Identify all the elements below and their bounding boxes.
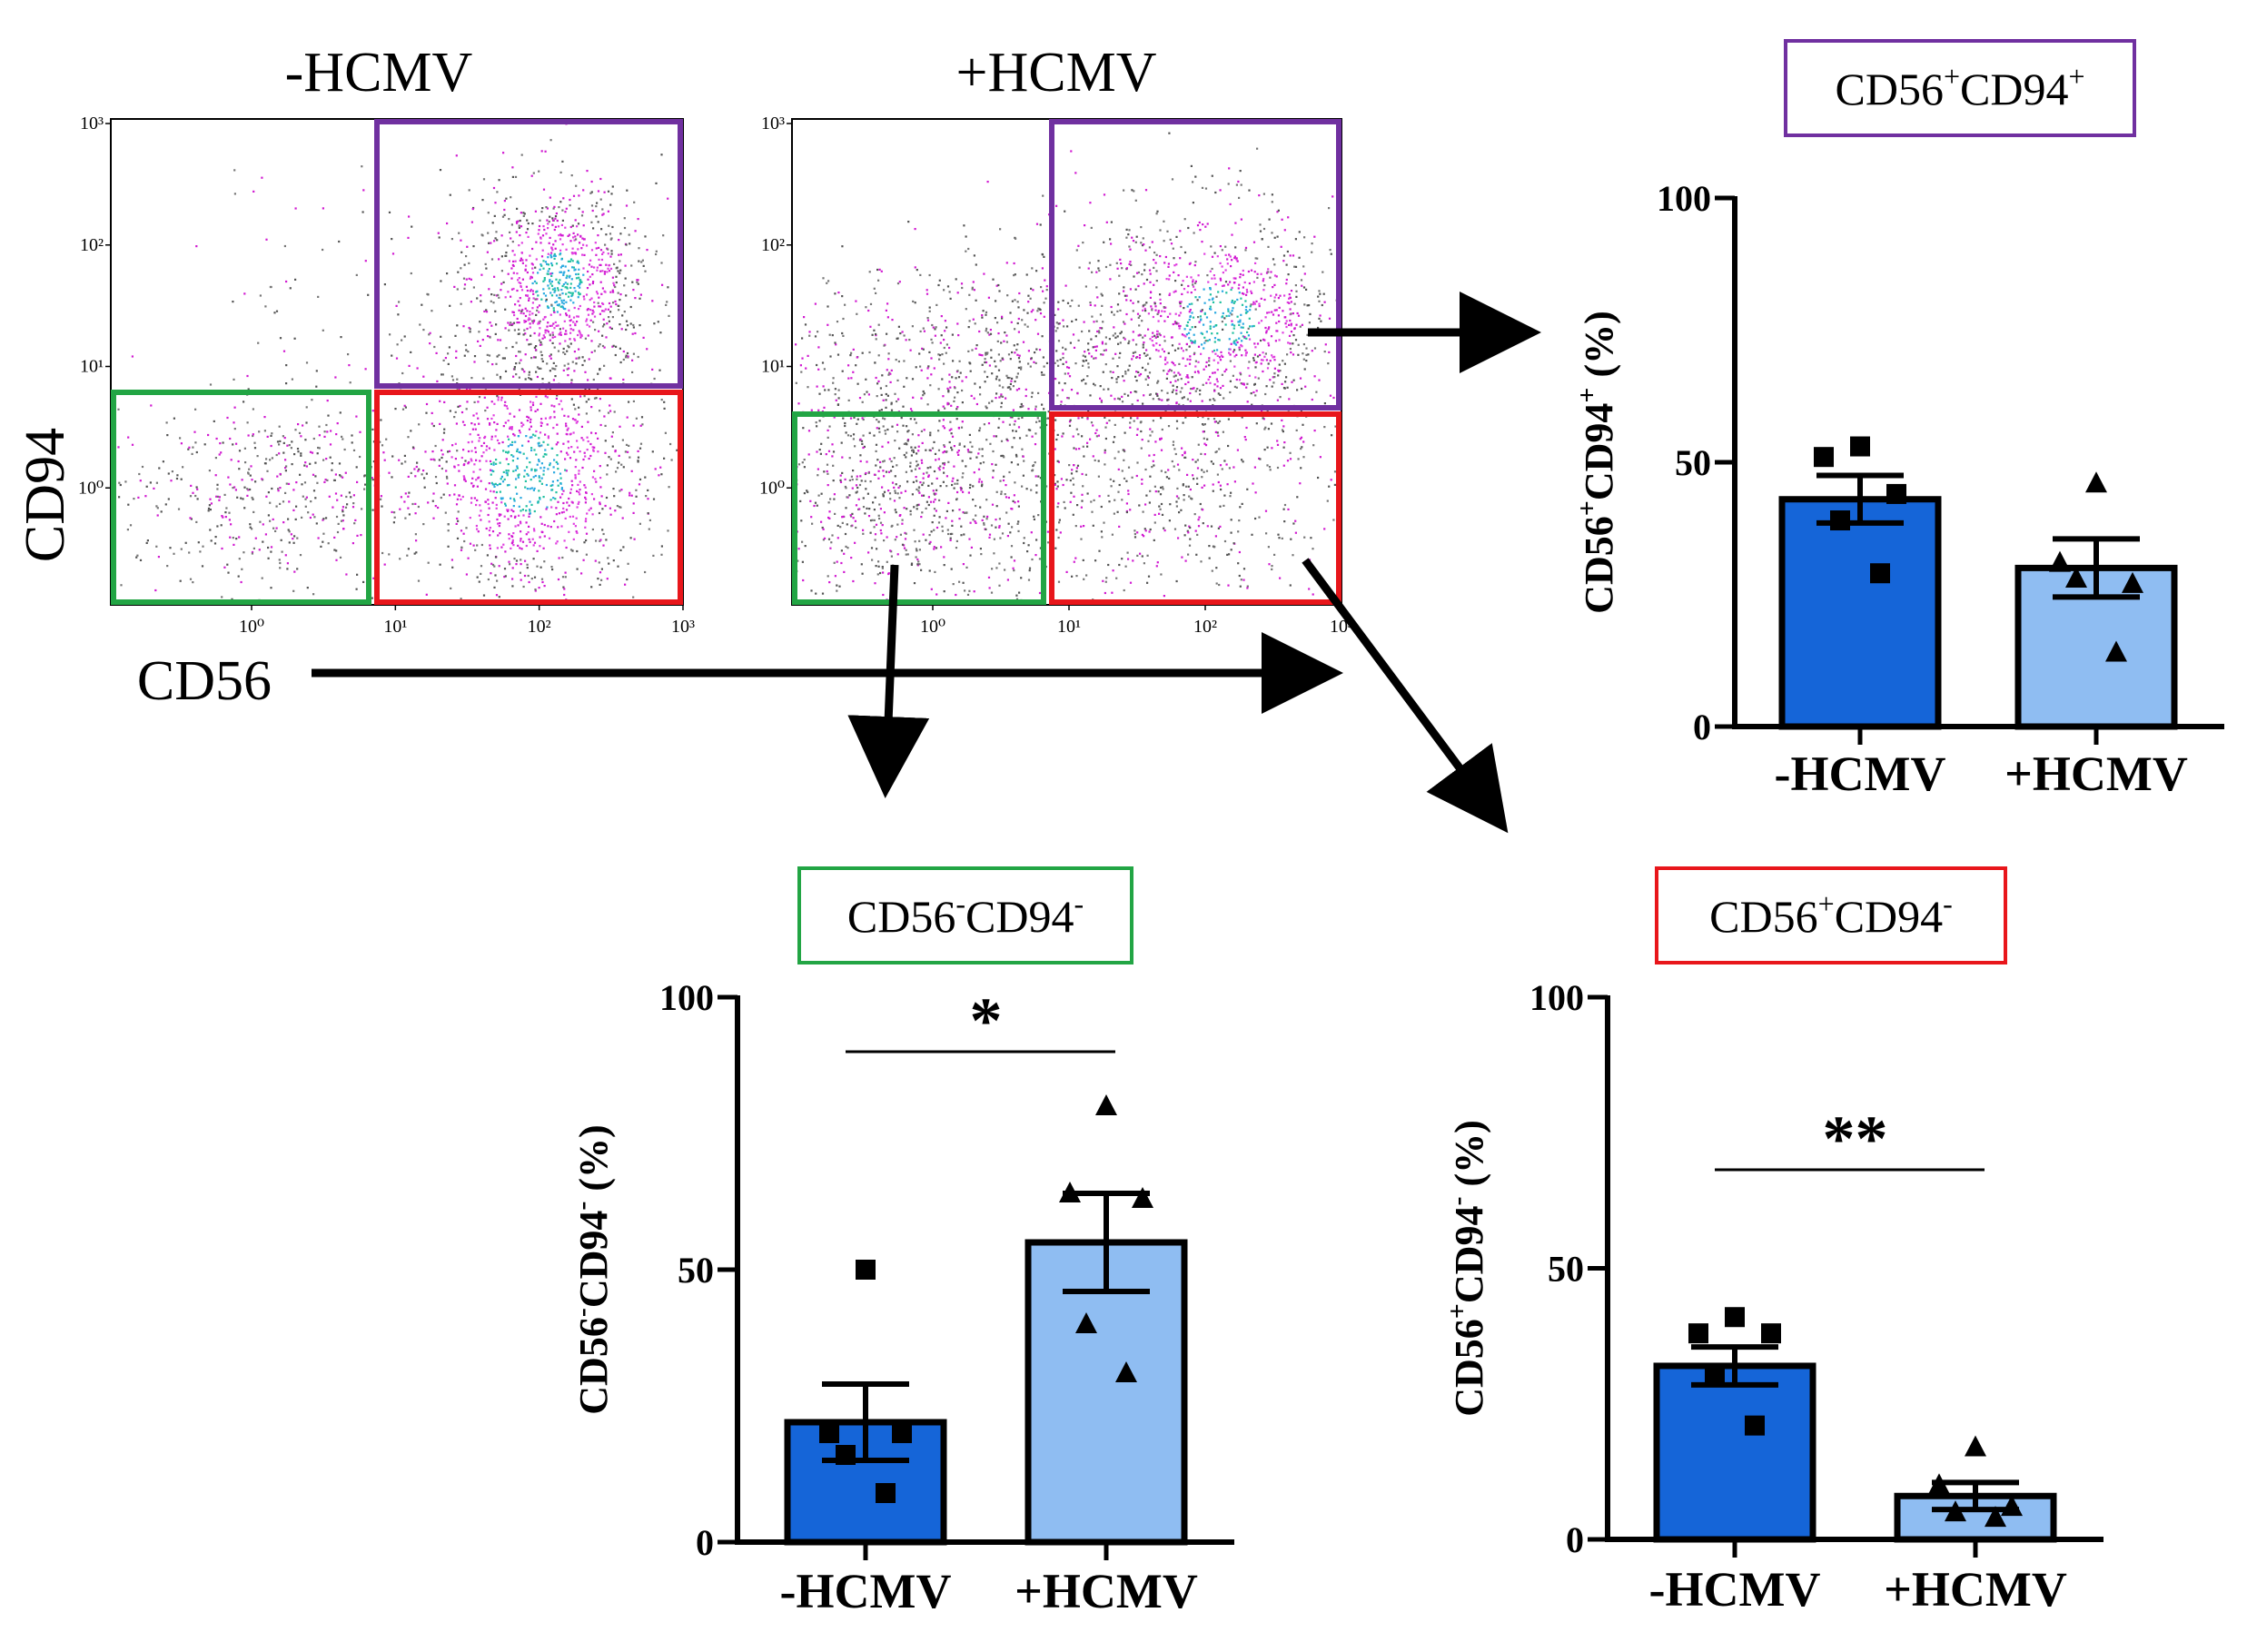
data-point-square	[1725, 1307, 1745, 1328]
data-point-square	[819, 1423, 839, 1443]
bar-minus-hcmv	[1778, 496, 1942, 730]
significance-marker: *	[970, 984, 1003, 1057]
data-point-triangle	[1132, 1187, 1153, 1208]
error-bar	[1816, 472, 1904, 526]
event-dots	[117, 123, 681, 604]
x-tick-label: +HCMV	[1015, 1564, 1198, 1618]
error-bar	[1691, 1344, 1778, 1388]
gate-cd56pos-cd94pos	[1049, 119, 1341, 411]
chart-cd56pos-cd94pos: CD56+CD94+ CD56+CD94+ (%) 0 50 100 -HCMV +HCMV	[1572, 39, 2224, 801]
chart-y-axis-label: CD56-CD94- (%)	[567, 1124, 616, 1414]
flow-y-tick: 10⁰	[759, 478, 785, 498]
data-point-square	[876, 1483, 896, 1503]
error-bar	[2053, 536, 2140, 600]
flow-y-tick: 10³	[761, 114, 785, 134]
chart-y-axis-label: CD56+CD94+ (%)	[1572, 311, 1621, 614]
data-point-triangle	[1985, 1506, 2006, 1528]
data-point-square	[1705, 1366, 1725, 1387]
gate-cd56neg-cd94neg	[111, 390, 371, 605]
data-point-square	[892, 1423, 912, 1443]
plot-frame	[110, 118, 684, 606]
data-point-triangle	[2105, 640, 2127, 662]
flow-x-tick: 10²	[1193, 617, 1217, 637]
data-point-triangle	[2049, 550, 2071, 572]
gate-cd56pos-cd94neg	[1049, 411, 1341, 605]
bar-minus-hcmv	[1653, 1362, 1816, 1543]
data-point-triangle	[2065, 567, 2087, 589]
flow-x-tick: 10¹	[1057, 617, 1081, 637]
data-point-square	[1745, 1415, 1765, 1436]
chart-title-box	[1655, 866, 2007, 964]
data-point-square	[1850, 436, 1870, 457]
flow-x-tick: 10⁰	[920, 617, 945, 637]
error-bar	[822, 1381, 909, 1463]
flow-y-tick: 10¹	[761, 357, 785, 377]
y-tick-label: 50	[1675, 442, 1711, 483]
data-point-square	[1870, 563, 1890, 584]
flow-y-tick: 10³	[80, 114, 104, 134]
error-bar	[1932, 1479, 2019, 1513]
flow-x-tick: 10²	[528, 617, 551, 637]
chart-title-box	[797, 866, 1133, 964]
x-tick-label: -HCMV	[1649, 1562, 1821, 1617]
arrow-to-cd56neg-cd94neg	[847, 564, 930, 798]
data-point-square	[1886, 483, 1906, 504]
flow-x-axis-label: CD56	[137, 650, 272, 712]
flow-x-tick: 10¹	[383, 617, 407, 637]
x-tick-label: +HCMV	[1884, 1562, 2067, 1617]
chart-cd56neg-cd94neg: CD56-CD94- CD56-CD94- (%) 0 50 100 -HCMV +HCMV…	[567, 866, 1234, 1618]
flow-y-tick: 10⁰	[78, 478, 104, 498]
gate-cd56neg-cd94neg	[792, 411, 1046, 605]
flow-x-tick: 10⁰	[239, 617, 264, 637]
flow-plot-minus-hcmv: 10³ 10² 10¹ 10⁰ 10⁰ 10¹ 10² 10³	[78, 114, 695, 637]
chart-title: CD56-CD94-	[847, 887, 1084, 942]
x-tick-label: -HCMV	[780, 1564, 952, 1618]
y-tick-label: 100	[1529, 977, 1584, 1018]
arrow-to-cd56pos-cd94neg	[1302, 558, 1509, 834]
x-tick-label: -HCMV	[1775, 747, 1946, 801]
chart-title: CD56+CD94+	[1835, 60, 2084, 114]
gate-cd56pos-cd94pos	[374, 119, 683, 389]
chart-title-box	[1784, 39, 2136, 137]
data-point-triangle	[1075, 1312, 1097, 1333]
y-tick-label: 100	[1657, 178, 1711, 219]
error-bar	[1063, 1191, 1150, 1294]
data-point-square	[1814, 447, 1834, 468]
y-tick-label: 100	[659, 977, 714, 1018]
flow-y-axis-label: CD94	[15, 428, 76, 562]
data-point-triangle	[1965, 1435, 1986, 1457]
chart-y-axis-label: CD56+CD94- (%)	[1442, 1120, 1491, 1417]
flow-title-plus: +HCMV	[956, 42, 1157, 104]
flow-y-tick: 10²	[761, 235, 785, 255]
x-tick-label: +HCMV	[2004, 747, 2188, 801]
data-point-triangle	[1095, 1094, 1117, 1115]
y-tick-label: 50	[678, 1250, 714, 1291]
flow-y-tick: 10¹	[80, 357, 104, 377]
significance-marker: **	[1823, 1103, 1888, 1175]
data-point-square	[1688, 1323, 1708, 1344]
data-point-triangle	[2122, 571, 2143, 593]
y-tick-label: 50	[1548, 1249, 1584, 1290]
data-point-triangle	[2085, 471, 2107, 493]
y-tick-label: 0	[696, 1522, 714, 1563]
data-point-square	[856, 1260, 876, 1280]
chart-title: CD56+CD94-	[1709, 887, 1953, 942]
y-tick-label: 0	[1693, 707, 1711, 747]
chart-cd56pos-cd94neg: CD56+CD94- CD56+CD94- (%) 0 50 100 -HCMV +HCMV…	[1442, 866, 2103, 1617]
flow-title-minus: -HCMV	[285, 42, 473, 104]
gate-cd56pos-cd94neg	[374, 390, 683, 605]
flow-x-tick: 10³	[671, 617, 695, 637]
data-point-triangle	[1115, 1361, 1137, 1382]
data-point-square	[1761, 1323, 1781, 1344]
y-tick-label: 0	[1566, 1519, 1584, 1560]
flow-y-tick: 10²	[80, 235, 104, 255]
